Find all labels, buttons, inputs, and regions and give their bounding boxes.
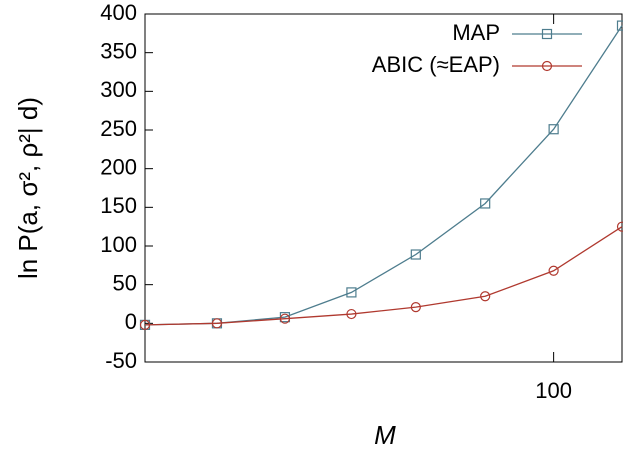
plot-frame [144,13,623,363]
y-tick-label: 350 [100,38,137,63]
marker [139,319,151,330]
marker [616,20,623,31]
series-line [144,226,623,326]
x-axis-label: M [374,420,396,450]
marker [541,28,553,40]
marker [541,60,553,72]
marker [480,198,491,209]
marker [548,265,559,276]
y-tick-label: 250 [100,116,137,141]
y-tick-label: -50 [105,348,137,373]
y-tick-label: 50 [113,270,137,295]
marker [616,221,623,232]
y-tick-label: 0 [125,309,137,334]
marker [480,291,491,302]
y-tick-label: 200 [100,154,137,179]
marker [346,308,357,320]
y-tick-label: 150 [100,193,137,218]
legend-label: ABIC (≈EAP) [372,52,500,77]
marker [346,287,357,298]
x-tick-label: 100 [535,378,572,403]
legend-label: MAP [452,20,500,45]
marker [410,249,421,260]
y-tick-label: 300 [100,77,137,102]
marker [548,124,559,135]
marker [279,313,291,324]
y-tick-label: 100 [100,232,137,257]
marker [410,301,421,313]
y-axis-label: ln P(a, σ², ρ²| d) [13,97,43,279]
y-tick-label: 400 [100,0,137,25]
marker [211,318,223,329]
